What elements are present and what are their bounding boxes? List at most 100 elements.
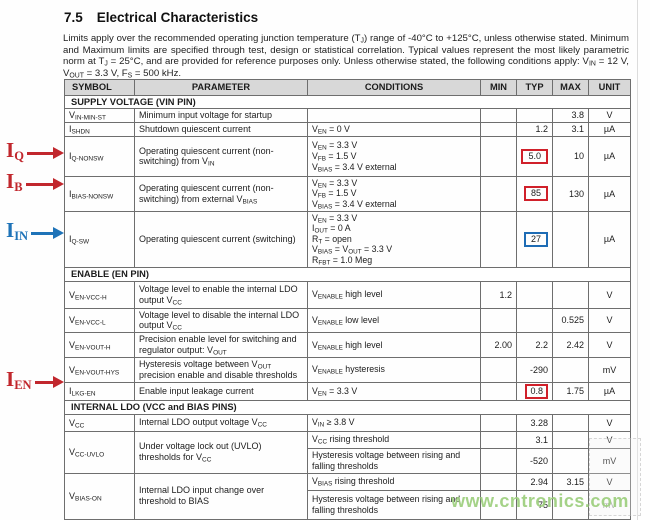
stamp-remnant xyxy=(589,438,641,516)
symbol-cell: ILKG-EN xyxy=(64,381,135,401)
symbol-cell: ISHDN xyxy=(64,121,135,137)
conditions-cell: VBIAS rising threshold xyxy=(307,472,481,491)
page-edge-line xyxy=(637,0,638,520)
conditions-cell: VENABLE low level xyxy=(307,307,481,334)
table-row-vcc-uvlo-rising: VCC-UVLO Under voltage lock out (UVLO) t… xyxy=(64,430,631,474)
min-cell xyxy=(480,210,517,268)
typ-cell xyxy=(516,107,553,123)
unit-cell: µA xyxy=(588,175,631,212)
symbol-cell: VEN-VCC-H xyxy=(64,280,135,309)
unit-cell: V xyxy=(588,332,631,358)
table-row-vin-min-st: VIN-MIN-ST Minimum input voltage for sta… xyxy=(64,107,631,123)
arrow-right-icon xyxy=(53,147,64,160)
arrow-right-icon xyxy=(53,178,64,191)
min-cell xyxy=(480,413,517,432)
intro-paragraph: Limits apply over the recommended operat… xyxy=(63,33,629,80)
max-cell xyxy=(552,210,589,268)
conditions-cell: VEN = 3.3 V VFB = 1.5 V VBIAS = 3.4 V ex… xyxy=(307,175,481,212)
highlight-box-blue: 27 xyxy=(523,231,548,247)
table-row-ilkg-en: ILKG-EN Enable input leakage current VEN… xyxy=(64,381,631,401)
max-cell: 3.15 xyxy=(552,472,589,491)
table-row-vbias-on-hysteresis: Hysteresis voltage between rising and fa… xyxy=(65,489,631,520)
symbol-cell: VIN-MIN-ST xyxy=(64,107,135,123)
parameter-cell: Internal LDO input change over threshold… xyxy=(134,472,308,520)
min-cell xyxy=(480,121,517,137)
unit-cell: V xyxy=(588,307,631,334)
typ-cell: 0.8 xyxy=(516,381,553,401)
max-cell: 1.75 xyxy=(552,381,589,401)
highlight-box-red: 0.8 xyxy=(525,383,548,399)
table-row-iq-nonsw: IQ-NONSW Operating quiescent current (no… xyxy=(64,135,631,177)
typ-cell: 27 xyxy=(516,210,553,268)
unit-cell: mV xyxy=(588,356,631,383)
highlight-box-red: 85 xyxy=(523,186,548,202)
header-min: MIN xyxy=(480,79,517,96)
parameter-cell: Voltage level to disable the internal LD… xyxy=(134,307,308,334)
parameter-cell: Voltage level to enable the internal LDO… xyxy=(134,280,308,309)
min-cell xyxy=(480,356,517,383)
parameter-cell: Enable input leakage current xyxy=(134,381,308,401)
symbol-cell: VCC-UVLO xyxy=(64,430,135,474)
symbol-cell: IQ-SW xyxy=(64,210,135,268)
arrow-shaft xyxy=(26,151,53,155)
max-cell xyxy=(552,280,589,309)
annotation-ien-label: IEN xyxy=(6,367,32,392)
symbol-cell: IQ-NONSW xyxy=(64,135,135,177)
min-cell xyxy=(480,175,517,212)
table-row-vcc: VCC Internal LDO output voltage VCC VIN … xyxy=(64,413,631,432)
table-row-ishdn: ISHDN Shutdown quiescent current VEN = 0… xyxy=(64,121,631,137)
header-max: MAX xyxy=(552,79,589,96)
min-cell xyxy=(480,447,517,474)
typ-cell: 2.2 xyxy=(516,332,553,358)
unit-cell: µA xyxy=(588,121,631,137)
unit-cell: V xyxy=(588,280,631,309)
table-row-ven-vout-hys: VEN-VOUT-HYS Hysteresis voltage between … xyxy=(64,356,631,383)
table-header-row: SYMBOL PARAMETER CONDITIONS MIN TYP MAX … xyxy=(64,79,631,96)
min-cell xyxy=(480,107,517,123)
annotation-iq: IQ xyxy=(6,140,64,167)
table-row-ven-vcc-h: VEN-VCC-H Voltage level to enable the in… xyxy=(64,280,631,309)
min-cell xyxy=(480,135,517,177)
symbol-cell: VEN-VOUT-HYS xyxy=(64,356,135,383)
annotation-ib-label: IB xyxy=(6,169,23,194)
unit-cell: µA xyxy=(588,210,631,268)
conditions-cell: VEN = 3.3 V VFB = 1.5 V VBIAS = 3.4 V ex… xyxy=(307,135,481,177)
parameter-cell: Hysteresis voltage between VOUT precisio… xyxy=(134,356,308,383)
watermark: www.cntronics.com xyxy=(451,491,629,511)
typ-cell xyxy=(516,280,553,309)
highlight-box-red: 5.0 xyxy=(521,148,548,164)
typ-cell: 3.1 xyxy=(516,430,553,449)
min-cell xyxy=(480,430,517,449)
conditions-cell: Hysteresis voltage between rising and fa… xyxy=(307,447,481,474)
header-unit: UNIT xyxy=(588,79,631,96)
typ-cell: 75 xyxy=(516,489,553,520)
section-row-supply-voltage: SUPPLY VOLTAGE (VIN PIN) xyxy=(64,94,631,109)
conditions-cell: VIN ≥ 3.8 V xyxy=(307,413,481,432)
typ-cell: 3.28 xyxy=(516,413,553,432)
min-cell xyxy=(480,307,517,334)
table-row-ibias-nonsw: IBIAS-NONSW Operating quiescent current … xyxy=(64,175,631,212)
conditions-cell: VEN = 3.3 V xyxy=(307,381,481,401)
symbol-cell: VCC xyxy=(64,413,135,432)
arrow-right-icon xyxy=(53,376,64,389)
conditions-cell: VEN = 3.3 V IOUT = 0 A RT = open VBIAS =… xyxy=(307,210,481,268)
max-cell: 10 xyxy=(552,135,589,177)
conditions-cell: VCC rising threshold xyxy=(307,430,481,449)
min-cell xyxy=(480,381,517,401)
conditions-cell: VENABLE hysteresis xyxy=(307,356,481,383)
max-cell: 3.8 xyxy=(552,107,589,123)
parameter-cell: Minimum input voltage for startup xyxy=(134,107,308,123)
parameter-cell: Operating quiescent current (non-switchi… xyxy=(134,175,308,212)
max-cell xyxy=(552,489,589,520)
symbol-cell: VEN-VCC-L xyxy=(64,307,135,334)
arrow-right-icon xyxy=(53,227,64,240)
section-number: 7.5 xyxy=(64,10,83,25)
unit-cell: V xyxy=(588,413,631,432)
parameter-cell: Operating quiescent current (non-switchi… xyxy=(134,135,308,177)
typ-cell: 2.94 xyxy=(516,472,553,491)
conditions-cell: Hysteresis voltage between rising and fa… xyxy=(307,489,481,520)
typ-cell: 85 xyxy=(516,175,553,212)
header-parameter: PARAMETER xyxy=(134,79,308,96)
max-cell: 0.525 xyxy=(552,307,589,334)
